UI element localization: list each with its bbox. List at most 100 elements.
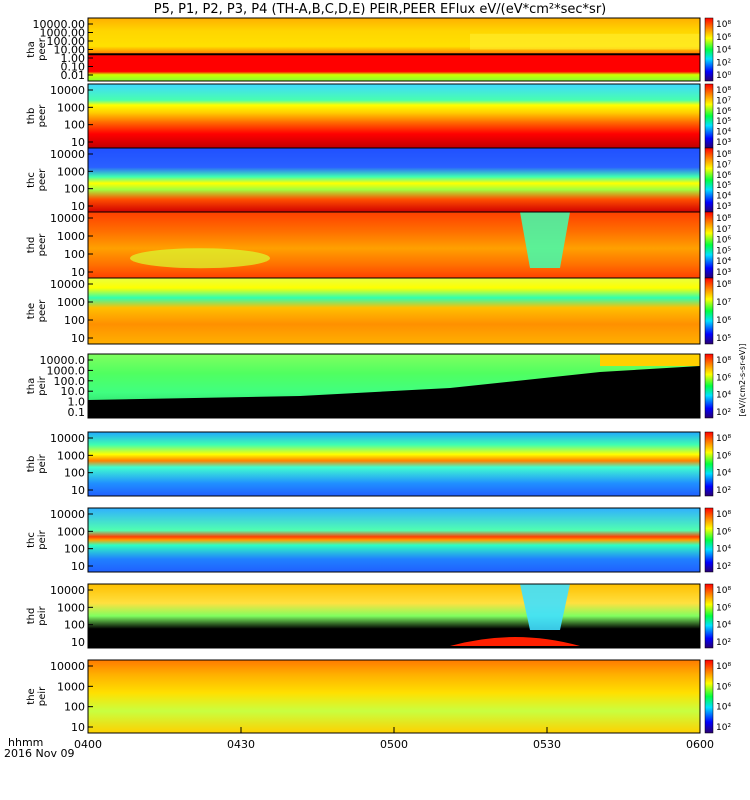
panel-the-peir-ytick: 10 [71, 721, 85, 734]
x-tick-label: 0530 [533, 738, 561, 751]
panel-tha-peir-ylabel: peir [37, 375, 48, 395]
x-axis-date-label: 2016 Nov 09 [4, 747, 74, 760]
panel-thb-peer-ytick: 10 [71, 136, 85, 149]
x-tick-label: 0600 [686, 738, 714, 751]
panel-tha-peir-colorbar-tick: 10⁶ [716, 373, 731, 383]
x-tick-label: 0430 [227, 738, 255, 751]
panel-tha-peir-ytick: 100.0 [54, 375, 86, 388]
panel-thd-peir-colorbar-tick: 10⁴ [716, 621, 731, 631]
panel-thb-peir-spectrogram [88, 432, 700, 496]
panel-thb-peer-ylabel: thb [26, 108, 37, 125]
panel-thc-peer-ytick: 10000 [50, 148, 85, 161]
panel-tha-peer-ytick: 10.00 [54, 44, 86, 57]
panel-tha-peer-ytick: 0.01 [61, 69, 86, 82]
panel-the-peir-colorbar-tick: 10⁴ [716, 703, 731, 713]
panel-tha-peir-colorbar-tick: 10⁴ [716, 391, 731, 401]
panel-tha-peer-colorbar-tick: 10⁰ [716, 71, 731, 81]
panel-tha-peer-ylabel: tha [26, 41, 37, 57]
panel-the-peer-frame [87, 277, 701, 345]
panel-tha-peer-ylabel: peer [37, 37, 48, 61]
panel-thc-peer-ylabel: thc [26, 172, 37, 188]
panel-thd-peir-ytick: 100 [64, 619, 85, 632]
panel-tha-peer-ytick: 0.10 [61, 61, 86, 74]
panel-tha-peir-feature [88, 366, 700, 418]
panel-tha-peer-ytick: 10000.00 [33, 18, 86, 31]
x-tick-label: 0400 [74, 738, 102, 751]
panel-thd-peir-colorbar-tick: 10⁸ [716, 586, 731, 596]
panel-the-peir-spectrogram [88, 660, 700, 733]
panel-tha-peir-colorbar-tick: 10² [716, 408, 731, 418]
panel-the-peer-ytick: 1000 [57, 296, 85, 309]
panel-thc-peer-colorbar-tick: 10⁸ [716, 150, 731, 160]
panel-thd-peir-colorbar-tick: 10⁶ [716, 603, 731, 613]
panel-thc-peer-ytick: 1000 [57, 165, 85, 178]
panel-thb-peir-ylabel: peir [37, 453, 48, 473]
panel-thd-peer-colorbar [704, 211, 714, 279]
panel-thd-peer-feature [130, 248, 270, 269]
panel-the-peer-colorbar-tick: 10⁶ [716, 316, 731, 326]
panel-thd-peir-colorbar-tick: 10² [716, 638, 731, 648]
panel-thc-peer-colorbar-tick: 10⁴ [716, 192, 731, 202]
panel-thc-peir-frame [87, 507, 701, 573]
panel-thd-peir-ytick: 1000 [57, 601, 85, 614]
chart-title: P5, P1, P2, P3, P4 (TH-A,B,C,D,E) PEIR,P… [153, 2, 607, 17]
panel-thc-peir-colorbar-tick: 10⁴ [716, 545, 731, 555]
panel-tha-peir-ytick: 10000.0 [40, 354, 86, 367]
panel-tha-peer-colorbar-tick: 10⁴ [716, 46, 731, 56]
panel-thd-peir-colorbar [704, 583, 714, 649]
panel-thd-peir-ytick: 10 [71, 636, 85, 649]
panel-thd-peer-colorbar-tick: 10³ [716, 268, 731, 278]
panel-tha-peir-ylabel: tha [26, 378, 37, 394]
panel-thb-peir-ytick: 10000 [50, 432, 85, 445]
panel-tha-peir-frame [87, 353, 701, 419]
panel-thd-peir-ytick: 10000 [50, 584, 85, 597]
panel-thb-peer-spectrogram [88, 84, 700, 148]
panel-thd-peer-colorbar-tick: 10⁶ [716, 236, 731, 246]
panel-thb-peir-colorbar [704, 431, 714, 497]
panel-thb-peir-ylabel: thb [26, 456, 37, 473]
panel-the-peir-ytick: 100 [64, 701, 85, 714]
panel-the-peer-colorbar-tick: 10⁸ [716, 280, 731, 290]
colorbar-units-label: [eV/(cm2-s-sr-eV)] [738, 343, 747, 416]
panel-thb-peer-colorbar-tick: 10⁷ [716, 96, 731, 106]
panel-thb-peir-colorbar-tick: 10⁴ [716, 469, 731, 479]
panel-thb-peer-colorbar-tick: 10⁸ [716, 86, 731, 96]
panel-the-peer-ytick: 100 [64, 314, 85, 327]
panel-the-peir-ytick: 1000 [57, 680, 85, 693]
panel-thd-peer-feature [520, 212, 570, 268]
panel-tha-peer-colorbar-tick: 10⁶ [716, 33, 731, 43]
panel-thd-peir-frame [87, 583, 701, 649]
panel-thd-peer-ylabel: thd [26, 237, 37, 254]
panel-thc-peer-colorbar-tick: 10⁶ [716, 171, 731, 181]
panel-thb-peir-ytick: 1000 [57, 449, 85, 462]
panel-thd-peir-spectrogram [88, 584, 700, 648]
panel-thd-peer-ytick: 10 [71, 266, 85, 279]
panel-thc-peir-colorbar-tick: 10² [716, 562, 731, 572]
panel-the-peir-colorbar-tick: 10⁸ [716, 662, 731, 672]
panel-tha-peir-ytick: 0.1 [68, 406, 86, 419]
panel-thc-peir-colorbar-tick: 10⁸ [716, 510, 731, 520]
panel-the-peir-colorbar-tick: 10² [716, 723, 731, 733]
panel-thc-peer-ylabel: peer [37, 168, 48, 192]
panel-tha-peir-ytick: 1000.0 [47, 364, 86, 377]
panel-thd-peer-spectrogram [88, 212, 700, 278]
panel-the-peer-ytick: 10000 [50, 278, 85, 291]
panel-tha-peer-feature [88, 53, 700, 56]
panel-tha-peir-colorbar [704, 353, 714, 419]
panel-the-peir-ylabel: peir [37, 686, 48, 706]
panel-thc-peir-ytick: 100 [64, 543, 85, 556]
panel-tha-peir-ytick: 10.0 [61, 385, 86, 398]
panel-the-peir-colorbar-tick: 10⁶ [716, 682, 731, 692]
panel-tha-peir-ytick: 1.0 [68, 396, 86, 409]
panel-thc-peer-colorbar-tick: 10⁵ [716, 181, 731, 191]
panel-thb-peer-colorbar-tick: 10⁶ [716, 107, 731, 117]
panel-thb-peer-colorbar-tick: 10³ [716, 138, 731, 148]
panel-the-peer-colorbar [704, 277, 714, 345]
panel-thc-peir-ytick: 1000 [57, 525, 85, 538]
panel-thd-peer-ylabel: peer [37, 233, 48, 257]
panel-tha-peer-colorbar [704, 17, 714, 82]
panel-thc-peir-colorbar [704, 507, 714, 573]
panel-thc-peir-spectrogram [88, 508, 700, 572]
panel-tha-peir-feature [600, 354, 700, 366]
panel-thd-peer-colorbar-tick: 10⁷ [716, 225, 731, 235]
